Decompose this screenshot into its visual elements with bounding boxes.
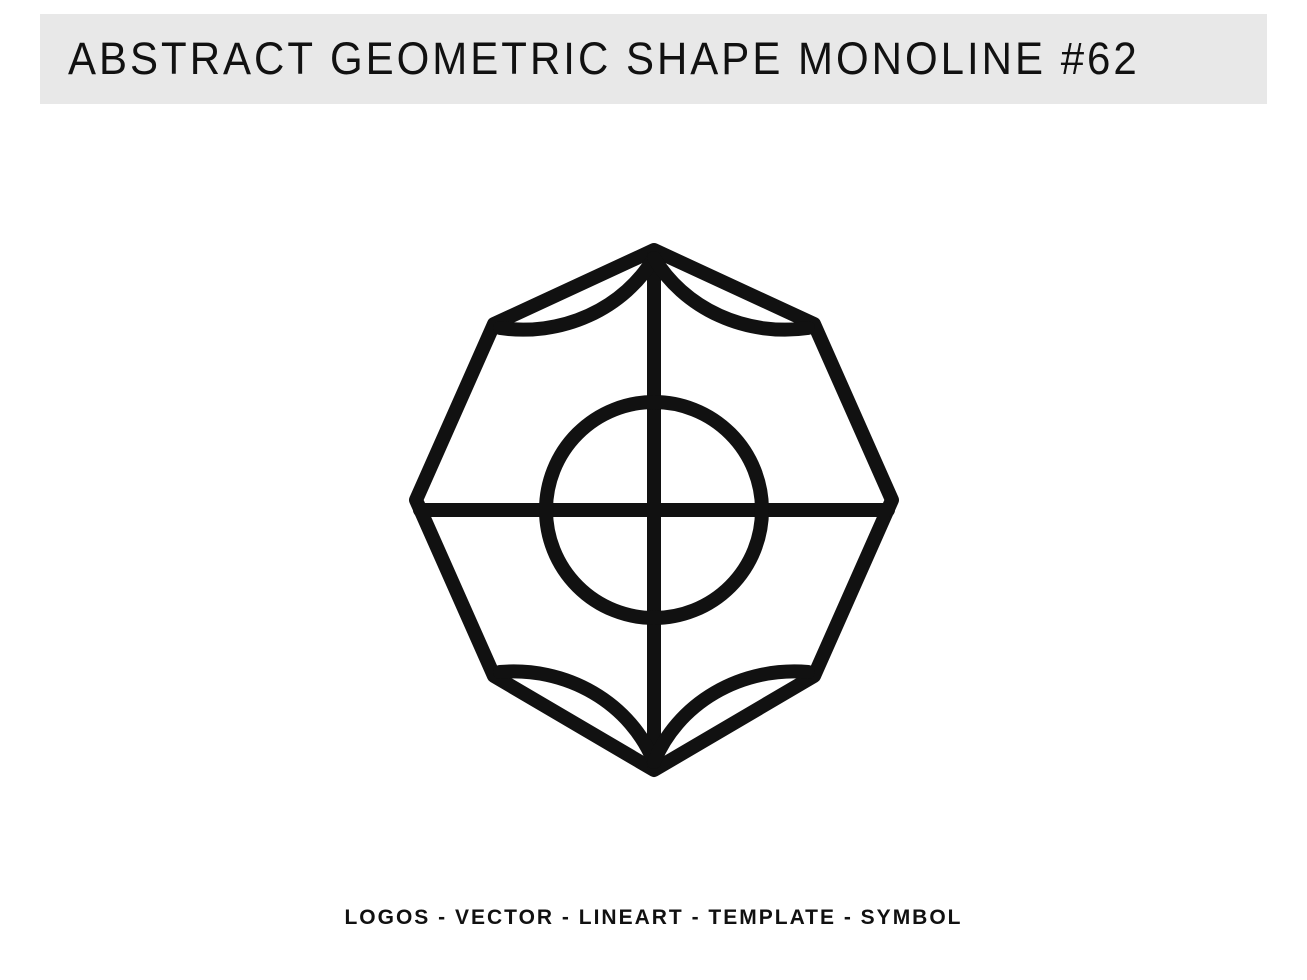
footer-text: LOGOS - VECTOR - LINEART - TEMPLATE - SY… xyxy=(0,906,1307,930)
header-bar: ABSTRACT GEOMETRIC SHAPE MONOLINE #62 xyxy=(40,14,1267,104)
header-title: ABSTRACT GEOMETRIC SHAPE MONOLINE #62 xyxy=(68,33,1140,85)
geometric-shape-icon xyxy=(394,240,914,780)
footer-bar: LOGOS - VECTOR - LINEART - TEMPLATE - SY… xyxy=(0,906,1307,930)
shape-canvas xyxy=(0,130,1307,890)
